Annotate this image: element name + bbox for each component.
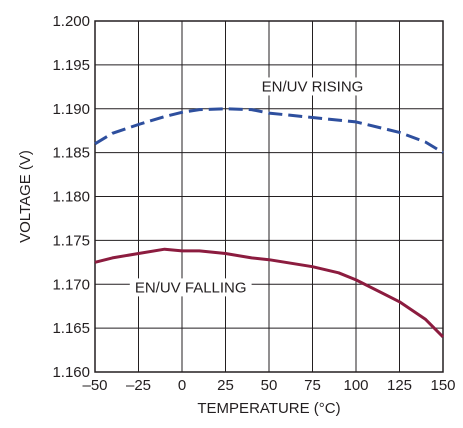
series-line-en-uv-falling <box>94 247 445 338</box>
x-tick-label: –50 <box>82 377 107 394</box>
y-tick-label: 1.195 <box>52 57 90 74</box>
series-lines <box>94 107 445 338</box>
grid <box>94 20 444 373</box>
y-tick-label: 1.165 <box>52 320 90 337</box>
y-tick-label: 1.190 <box>52 101 90 118</box>
y-tick-label: 1.160 <box>52 364 90 381</box>
x-tick-label: 75 <box>304 377 321 394</box>
x-tick-label: 125 <box>387 377 412 394</box>
plot-frame <box>94 20 444 373</box>
y-tick-label: 1.200 <box>52 13 90 30</box>
x-tick-label: 0 <box>178 377 186 394</box>
x-tick-label: 25 <box>217 377 234 394</box>
x-tick-label: 100 <box>343 377 368 394</box>
annotation-label: EN/UV FALLING <box>135 279 247 296</box>
y-tick-label: 1.185 <box>52 145 90 162</box>
series-line-en-uv-rising <box>94 107 444 154</box>
tick-labels: –50 –25 0 25 50 75 100 125 150 1.160 1.165 1.170 1.1… <box>52 13 455 394</box>
x-axis-title: TEMPERATURE (°C) <box>197 400 340 417</box>
x-tick-label: 150 <box>430 377 455 394</box>
annotation-label: EN/UV RISING <box>262 78 364 95</box>
y-tick-label: 1.170 <box>52 276 90 293</box>
x-tick-label: –25 <box>126 377 151 394</box>
y-tick-label: 1.175 <box>52 232 90 249</box>
x-tick-label: 50 <box>261 377 278 394</box>
annotations: EN/UV RISING EN/UV FALLING <box>129 77 370 297</box>
y-tick-label: 1.180 <box>52 189 90 206</box>
annotation-background <box>255 77 370 96</box>
annotation-background <box>129 278 252 297</box>
y-axis-title: VOLTAGE (V) <box>17 150 34 243</box>
